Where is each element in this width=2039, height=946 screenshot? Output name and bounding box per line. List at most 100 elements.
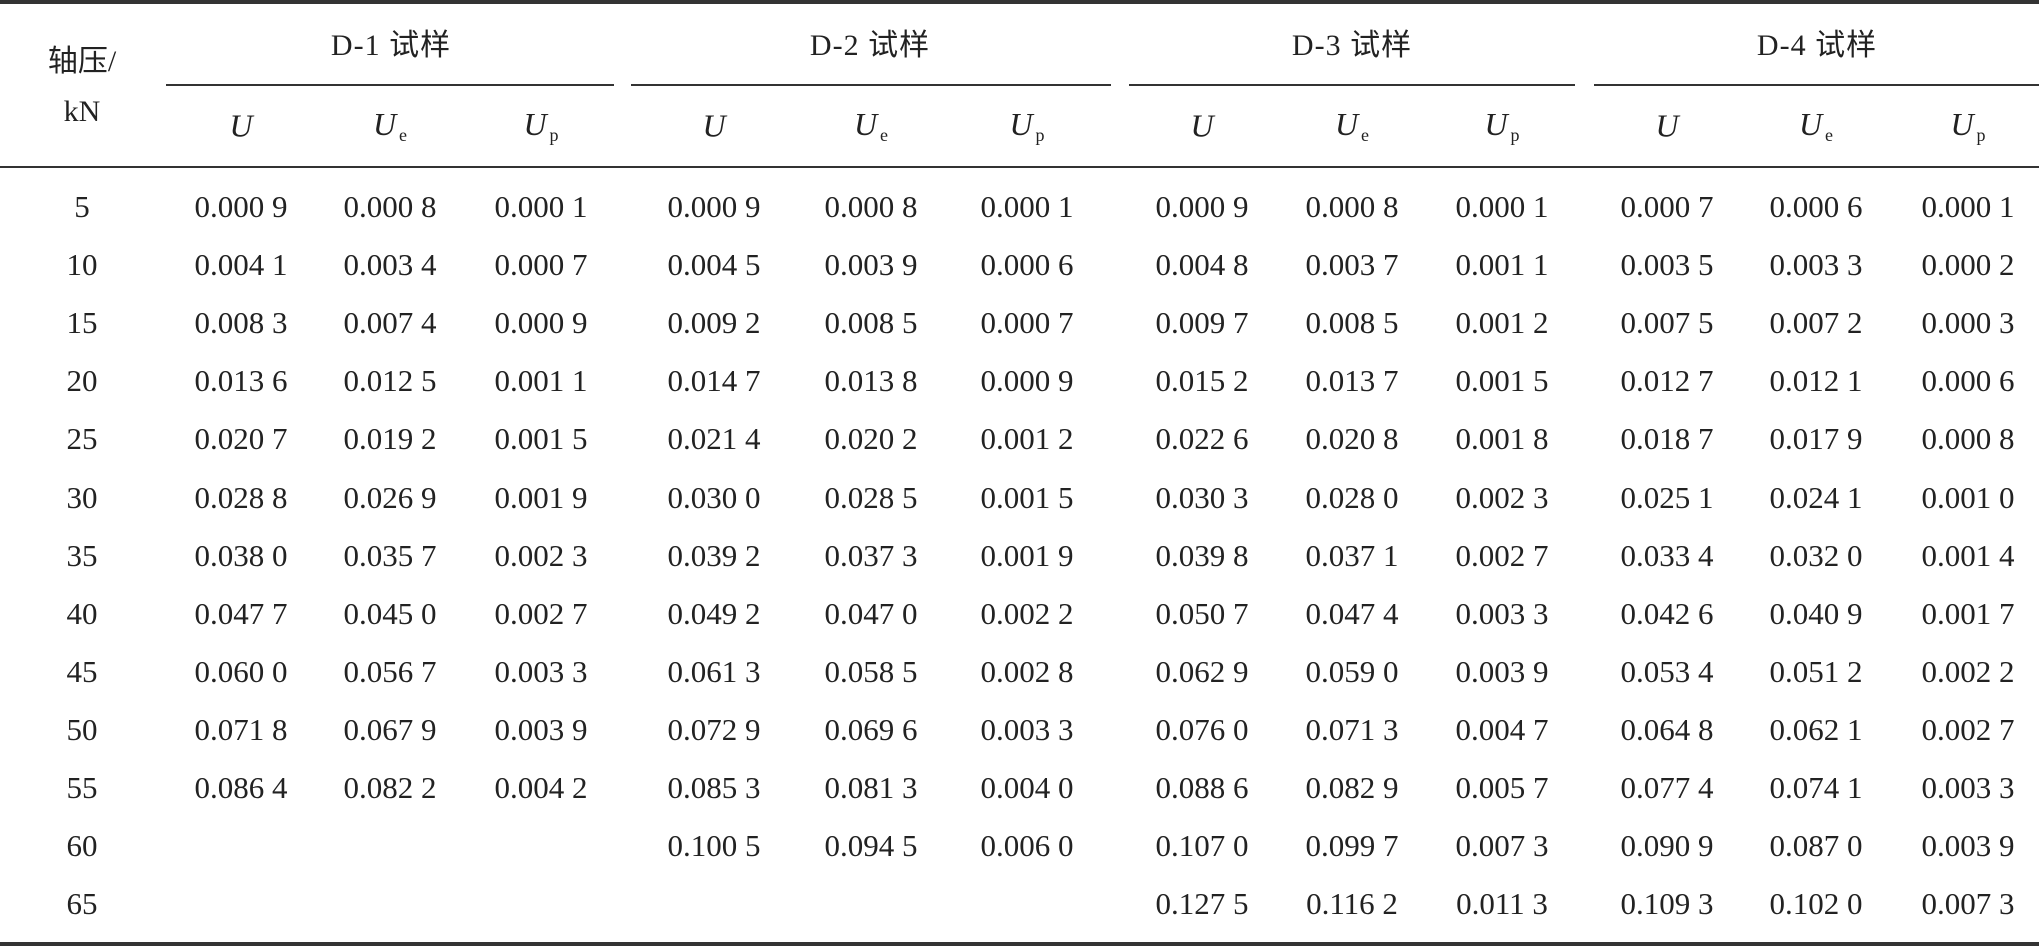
table-top-rule xyxy=(0,0,2039,4)
column-header-symbol: U xyxy=(853,106,878,142)
axial-load-header-line1: 轴压/ xyxy=(47,45,117,78)
table-cell: 0.003 9 xyxy=(1455,653,1549,689)
table-cell: 0.003 3 xyxy=(980,711,1074,747)
column-header-subscript: p xyxy=(1510,125,1520,145)
group-title-3: D-3 试样 xyxy=(1291,29,1413,62)
table-cell: 0.022 6 xyxy=(1155,421,1249,457)
table-cell: 0.003 7 xyxy=(1305,247,1399,283)
row-load-value: 45 xyxy=(66,653,98,689)
table-cell: 0.001 5 xyxy=(980,479,1074,515)
table-cell: 0.060 0 xyxy=(194,653,288,689)
table-cell: 0.008 5 xyxy=(1305,305,1399,341)
table-cell: 0.004 2 xyxy=(494,770,588,805)
table-cell: 0.082 9 xyxy=(1305,770,1399,805)
table-cell: 0.003 4 xyxy=(343,247,437,283)
table-cell: 0.116 2 xyxy=(1306,886,1398,922)
table-cell: 0.037 1 xyxy=(1305,537,1399,573)
column-header-symbol: U xyxy=(1798,106,1823,142)
group-title-2: D-2 试样 xyxy=(809,29,931,62)
group-rule-2 xyxy=(631,84,1111,86)
table-cell: 0.020 8 xyxy=(1305,421,1399,457)
table-cell: 0.000 6 xyxy=(1921,363,2015,399)
column-header-symbol: U xyxy=(1009,106,1033,142)
table-cell: 0.072 9 xyxy=(667,711,761,747)
row-load-value: 65 xyxy=(66,886,98,922)
table-cell: 0.000 7 xyxy=(980,305,1074,341)
row-load-value: 50 xyxy=(66,711,98,747)
row-load-value: 15 xyxy=(66,305,98,341)
table-cell: 0.107 0 xyxy=(1155,828,1249,864)
table-cell: 0.050 7 xyxy=(1155,595,1249,631)
table-cell: 0.000 3 xyxy=(1921,305,2015,341)
table-cell: 0.019 2 xyxy=(343,421,437,457)
table-cell: 0.033 4 xyxy=(1620,537,1714,573)
column-header-subscript: p xyxy=(1976,125,1986,145)
table-cell: 0.053 4 xyxy=(1620,653,1714,689)
table-cell: 0.015 2 xyxy=(1155,363,1249,399)
table-cell: 0.000 9 xyxy=(667,189,761,224)
table-cell: 0.047 0 xyxy=(824,595,918,631)
table-cell: 0.000 7 xyxy=(494,247,588,283)
table-cell: 0.003 3 xyxy=(494,653,588,689)
table-cell: 0.007 2 xyxy=(1769,305,1863,341)
table-cell: 0.006 0 xyxy=(980,828,1074,864)
table-cell: 0.000 2 xyxy=(1921,247,2015,283)
table-cell: 0.000 8 xyxy=(824,189,918,224)
table-cell: 0.076 0 xyxy=(1155,711,1249,747)
group-rule-3 xyxy=(1129,84,1575,86)
table-cell: 0.000 9 xyxy=(194,189,288,224)
table-cell: 0.013 7 xyxy=(1305,363,1399,399)
table-cell: 0.071 3 xyxy=(1305,711,1399,747)
table-cell: 0.000 9 xyxy=(1155,189,1249,224)
table-cell: 0.069 6 xyxy=(824,711,918,747)
row-load-value: 40 xyxy=(66,595,98,631)
table-cell: 0.028 5 xyxy=(824,479,918,515)
table-cell: 0.012 5 xyxy=(343,363,437,399)
table-cell: 0.003 9 xyxy=(1921,828,2015,864)
table-cell: 0.008 5 xyxy=(824,305,918,341)
table-cell: 0.004 8 xyxy=(1155,247,1249,283)
table-cell: 0.002 7 xyxy=(494,595,588,631)
table-cell: 0.077 4 xyxy=(1620,770,1714,805)
table-cell: 0.003 3 xyxy=(1455,595,1549,631)
table-cell: 0.030 3 xyxy=(1155,479,1249,515)
table-cell: 0.039 2 xyxy=(667,537,761,573)
column-header-symbol: U xyxy=(1334,106,1359,142)
table-cell: 0.067 9 xyxy=(343,711,437,747)
table-cell: 0.011 3 xyxy=(1456,886,1548,922)
table-cell: 0.000 1 xyxy=(980,189,1074,224)
table-cell: 0.002 2 xyxy=(1921,653,2015,689)
table-cell: 0.058 5 xyxy=(824,653,918,689)
table-cell: 0.009 2 xyxy=(667,305,761,341)
table-cell: 0.099 7 xyxy=(1305,828,1399,864)
table-cell: 0.007 4 xyxy=(343,305,437,341)
table-cell: 0.062 1 xyxy=(1769,711,1863,747)
table-cell: 0.003 9 xyxy=(494,711,588,747)
column-header-subscript: e xyxy=(399,125,408,145)
row-load-value: 30 xyxy=(66,479,98,515)
table-cell: 0.001 5 xyxy=(494,421,588,457)
table-cell: 0.059 0 xyxy=(1305,653,1399,689)
table-cell: 0.013 8 xyxy=(824,363,918,399)
row-load-value: 60 xyxy=(66,828,98,864)
group-rule-4 xyxy=(1594,84,2039,86)
table-cell: 0.087 0 xyxy=(1769,828,1863,864)
table-cell: 0.025 1 xyxy=(1620,479,1714,515)
table-cell: 0.005 7 xyxy=(1455,770,1549,805)
table-cell: 0.001 9 xyxy=(494,479,588,515)
table-cell: 0.127 5 xyxy=(1155,886,1249,922)
table-cell: 0.056 7 xyxy=(343,653,437,689)
table-cell: 0.004 7 xyxy=(1455,711,1549,747)
table-cell: 0.064 8 xyxy=(1620,711,1714,747)
table-cell: 0.004 0 xyxy=(980,770,1074,805)
table-cell: 0.109 3 xyxy=(1620,886,1714,922)
table-cell: 0.009 7 xyxy=(1155,305,1249,341)
table-cell: 0.074 1 xyxy=(1769,770,1863,805)
table-cell: 0.000 1 xyxy=(494,189,588,224)
table-cell: 0.002 3 xyxy=(1455,479,1549,515)
column-header-subscript: e xyxy=(1361,125,1370,145)
